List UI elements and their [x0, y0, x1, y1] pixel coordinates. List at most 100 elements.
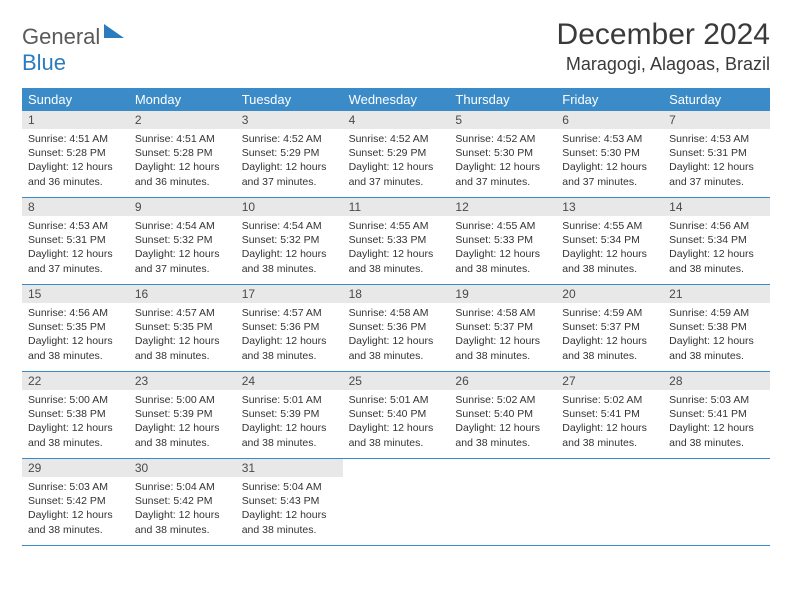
- day-cell: 1Sunrise: 4:51 AMSunset: 5:28 PMDaylight…: [22, 111, 129, 197]
- sunrise-line: Sunrise: 5:01 AM: [242, 393, 337, 407]
- day-cell: 24Sunrise: 5:01 AMSunset: 5:39 PMDayligh…: [236, 372, 343, 458]
- sunset-line: Sunset: 5:35 PM: [135, 320, 230, 334]
- daylight-line: Daylight: 12 hours and 37 minutes.: [562, 160, 657, 188]
- day-body: Sunrise: 4:53 AMSunset: 5:31 PMDaylight:…: [22, 216, 129, 282]
- daylight-line: Daylight: 12 hours and 38 minutes.: [242, 508, 337, 536]
- sunrise-line: Sunrise: 4:55 AM: [562, 219, 657, 233]
- daylight-line: Daylight: 12 hours and 38 minutes.: [28, 508, 123, 536]
- day-number: 8: [22, 198, 129, 216]
- sunset-line: Sunset: 5:28 PM: [28, 146, 123, 160]
- daylight-line: Daylight: 12 hours and 38 minutes.: [349, 247, 444, 275]
- day-cell: 18Sunrise: 4:58 AMSunset: 5:36 PMDayligh…: [343, 285, 450, 371]
- sunset-line: Sunset: 5:31 PM: [669, 146, 764, 160]
- sunrise-line: Sunrise: 4:59 AM: [669, 306, 764, 320]
- day-number: 17: [236, 285, 343, 303]
- daylight-line: Daylight: 12 hours and 37 minutes.: [242, 160, 337, 188]
- day-cell: 19Sunrise: 4:58 AMSunset: 5:37 PMDayligh…: [449, 285, 556, 371]
- calendar-body: 1Sunrise: 4:51 AMSunset: 5:28 PMDaylight…: [22, 111, 770, 546]
- day-number: 25: [343, 372, 450, 390]
- day-cell: 26Sunrise: 5:02 AMSunset: 5:40 PMDayligh…: [449, 372, 556, 458]
- daylight-line: Daylight: 12 hours and 38 minutes.: [135, 421, 230, 449]
- day-cell: 23Sunrise: 5:00 AMSunset: 5:39 PMDayligh…: [129, 372, 236, 458]
- daylight-line: Daylight: 12 hours and 37 minutes.: [455, 160, 550, 188]
- day-cell: 14Sunrise: 4:56 AMSunset: 5:34 PMDayligh…: [663, 198, 770, 284]
- day-body: Sunrise: 5:04 AMSunset: 5:42 PMDaylight:…: [129, 477, 236, 543]
- day-cell: 22Sunrise: 5:00 AMSunset: 5:38 PMDayligh…: [22, 372, 129, 458]
- day-number: 22: [22, 372, 129, 390]
- day-number: 12: [449, 198, 556, 216]
- sunset-line: Sunset: 5:29 PM: [242, 146, 337, 160]
- daylight-line: Daylight: 12 hours and 38 minutes.: [455, 247, 550, 275]
- week-row: 1Sunrise: 4:51 AMSunset: 5:28 PMDaylight…: [22, 111, 770, 198]
- sunrise-line: Sunrise: 5:00 AM: [28, 393, 123, 407]
- sunrise-line: Sunrise: 5:01 AM: [349, 393, 444, 407]
- day-cell: 6Sunrise: 4:53 AMSunset: 5:30 PMDaylight…: [556, 111, 663, 197]
- day-body: Sunrise: 4:54 AMSunset: 5:32 PMDaylight:…: [129, 216, 236, 282]
- day-body: Sunrise: 4:51 AMSunset: 5:28 PMDaylight:…: [22, 129, 129, 195]
- logo-text: General Blue: [22, 24, 124, 76]
- daylight-line: Daylight: 12 hours and 38 minutes.: [242, 421, 337, 449]
- day-number: 21: [663, 285, 770, 303]
- sunrise-line: Sunrise: 4:56 AM: [669, 219, 764, 233]
- daylight-line: Daylight: 12 hours and 38 minutes.: [562, 421, 657, 449]
- sunset-line: Sunset: 5:30 PM: [562, 146, 657, 160]
- day-number: 5: [449, 111, 556, 129]
- day-body: Sunrise: 4:56 AMSunset: 5:35 PMDaylight:…: [22, 303, 129, 369]
- day-cell: 3Sunrise: 4:52 AMSunset: 5:29 PMDaylight…: [236, 111, 343, 197]
- sunrise-line: Sunrise: 4:58 AM: [349, 306, 444, 320]
- sunset-line: Sunset: 5:35 PM: [28, 320, 123, 334]
- sunset-line: Sunset: 5:33 PM: [455, 233, 550, 247]
- day-body: Sunrise: 4:58 AMSunset: 5:36 PMDaylight:…: [343, 303, 450, 369]
- daylight-line: Daylight: 12 hours and 37 minutes.: [349, 160, 444, 188]
- day-body: Sunrise: 5:03 AMSunset: 5:41 PMDaylight:…: [663, 390, 770, 456]
- day-number: 19: [449, 285, 556, 303]
- weekday-header: Thursday: [449, 88, 556, 111]
- daylight-line: Daylight: 12 hours and 38 minutes.: [242, 247, 337, 275]
- day-cell: 15Sunrise: 4:56 AMSunset: 5:35 PMDayligh…: [22, 285, 129, 371]
- week-row: 29Sunrise: 5:03 AMSunset: 5:42 PMDayligh…: [22, 459, 770, 546]
- sunset-line: Sunset: 5:39 PM: [135, 407, 230, 421]
- sunset-line: Sunset: 5:42 PM: [135, 494, 230, 508]
- day-body: Sunrise: 5:04 AMSunset: 5:43 PMDaylight:…: [236, 477, 343, 543]
- day-cell: 29Sunrise: 5:03 AMSunset: 5:42 PMDayligh…: [22, 459, 129, 545]
- day-number: 4: [343, 111, 450, 129]
- day-body: Sunrise: 5:00 AMSunset: 5:38 PMDaylight:…: [22, 390, 129, 456]
- empty-cell: [663, 459, 770, 545]
- day-cell: 5Sunrise: 4:52 AMSunset: 5:30 PMDaylight…: [449, 111, 556, 197]
- day-number: 6: [556, 111, 663, 129]
- title-block: December 2024 Maragogi, Alagoas, Brazil: [557, 18, 770, 75]
- daylight-line: Daylight: 12 hours and 38 minutes.: [669, 334, 764, 362]
- sunset-line: Sunset: 5:33 PM: [349, 233, 444, 247]
- day-number: 27: [556, 372, 663, 390]
- sunset-line: Sunset: 5:41 PM: [669, 407, 764, 421]
- sunset-line: Sunset: 5:41 PM: [562, 407, 657, 421]
- day-body: Sunrise: 4:52 AMSunset: 5:29 PMDaylight:…: [343, 129, 450, 195]
- day-number: 16: [129, 285, 236, 303]
- day-body: Sunrise: 4:52 AMSunset: 5:29 PMDaylight:…: [236, 129, 343, 195]
- day-number: 28: [663, 372, 770, 390]
- day-cell: 2Sunrise: 4:51 AMSunset: 5:28 PMDaylight…: [129, 111, 236, 197]
- empty-cell: [556, 459, 663, 545]
- sunset-line: Sunset: 5:32 PM: [135, 233, 230, 247]
- sunset-line: Sunset: 5:29 PM: [349, 146, 444, 160]
- daylight-line: Daylight: 12 hours and 38 minutes.: [562, 334, 657, 362]
- daylight-line: Daylight: 12 hours and 38 minutes.: [562, 247, 657, 275]
- day-cell: 4Sunrise: 4:52 AMSunset: 5:29 PMDaylight…: [343, 111, 450, 197]
- logo-word-blue: Blue: [22, 50, 66, 75]
- daylight-line: Daylight: 12 hours and 36 minutes.: [28, 160, 123, 188]
- day-body: Sunrise: 5:01 AMSunset: 5:40 PMDaylight:…: [343, 390, 450, 456]
- day-cell: 25Sunrise: 5:01 AMSunset: 5:40 PMDayligh…: [343, 372, 450, 458]
- day-cell: 11Sunrise: 4:55 AMSunset: 5:33 PMDayligh…: [343, 198, 450, 284]
- week-row: 8Sunrise: 4:53 AMSunset: 5:31 PMDaylight…: [22, 198, 770, 285]
- day-body: Sunrise: 4:52 AMSunset: 5:30 PMDaylight:…: [449, 129, 556, 195]
- sunset-line: Sunset: 5:30 PM: [455, 146, 550, 160]
- day-body: Sunrise: 4:55 AMSunset: 5:33 PMDaylight:…: [449, 216, 556, 282]
- sunset-line: Sunset: 5:38 PM: [28, 407, 123, 421]
- day-body: Sunrise: 4:57 AMSunset: 5:35 PMDaylight:…: [129, 303, 236, 369]
- day-body: Sunrise: 4:58 AMSunset: 5:37 PMDaylight:…: [449, 303, 556, 369]
- day-body: Sunrise: 5:03 AMSunset: 5:42 PMDaylight:…: [22, 477, 129, 543]
- daylight-line: Daylight: 12 hours and 38 minutes.: [349, 421, 444, 449]
- sunset-line: Sunset: 5:43 PM: [242, 494, 337, 508]
- day-cell: 10Sunrise: 4:54 AMSunset: 5:32 PMDayligh…: [236, 198, 343, 284]
- day-body: Sunrise: 4:54 AMSunset: 5:32 PMDaylight:…: [236, 216, 343, 282]
